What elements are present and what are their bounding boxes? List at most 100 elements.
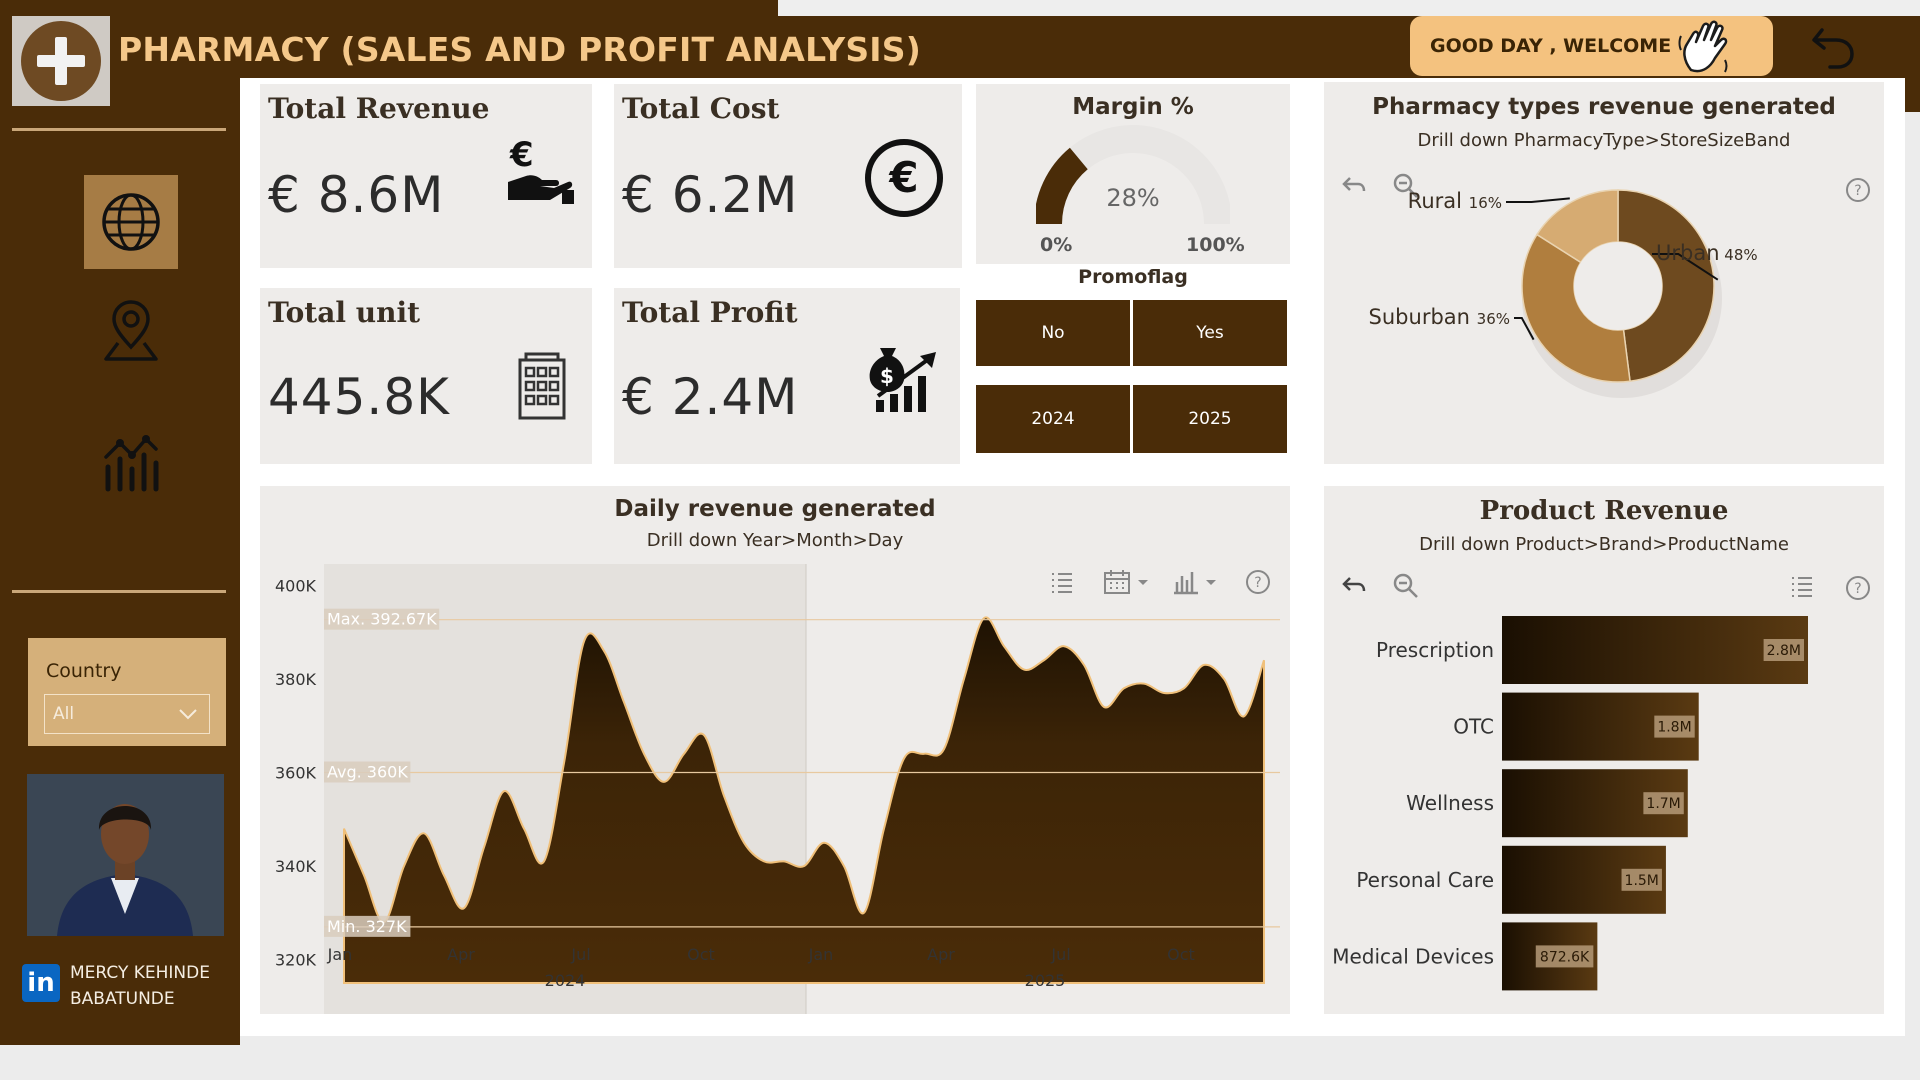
calendar-hierarchy-icon[interactable] xyxy=(1102,568,1154,596)
y-tick-label: 380K xyxy=(275,670,317,689)
welcome-text: GOOD DAY , WELCOME xyxy=(1430,35,1672,57)
bar-value-bg xyxy=(1535,945,1594,968)
chevron-down-icon xyxy=(179,709,197,720)
daily-revenue-area-chart: 400K 380K 360K 340K 320K Max. 392.67K Avg. 36… xyxy=(275,564,1280,1014)
country-value: All xyxy=(53,704,75,724)
bar-value-bg xyxy=(1643,792,1684,815)
svg-text:€: € xyxy=(888,153,918,202)
x-tick-label: Jul xyxy=(570,945,590,964)
building-icon xyxy=(518,352,566,420)
country-dropdown[interactable]: All xyxy=(44,694,210,734)
bar-value-label: 1.7M xyxy=(1646,796,1680,812)
x-year-label: 2024 xyxy=(545,971,586,990)
kpi-value: € 6.2M xyxy=(622,166,799,224)
bar-category-label: Wellness xyxy=(1406,791,1494,815)
bar-category-label: OTC xyxy=(1453,715,1494,739)
y-tick-label: 340K xyxy=(275,857,317,876)
author-first: MERCY KEHINDE xyxy=(70,963,210,983)
help-icon[interactable]: ? xyxy=(1844,574,1872,602)
chart-title: Daily revenue generated xyxy=(614,496,936,522)
page-title: PHARMACY (SALES AND PROFIT ANALYSIS) xyxy=(118,30,922,69)
svg-text:?: ? xyxy=(1854,183,1861,199)
svg-text:€: € xyxy=(509,135,534,175)
drill-up-icon[interactable] xyxy=(1340,172,1368,200)
bar-category-label: Personal Care xyxy=(1356,868,1494,892)
medical-cross-icon xyxy=(21,21,101,101)
nav-location[interactable] xyxy=(84,285,178,379)
kpi-total-profit: Total Profit € 2.4M $ xyxy=(614,288,960,464)
header-strip xyxy=(778,0,1920,16)
sidebar-divider xyxy=(12,590,226,593)
back-button[interactable] xyxy=(1808,22,1858,72)
nav-analytics[interactable] xyxy=(84,415,178,509)
donut-leader-line xyxy=(1652,253,1719,281)
x-tick-label: Apr xyxy=(447,945,475,964)
y-tick-label: 320K xyxy=(275,951,317,970)
drill-up-icon[interactable] xyxy=(1340,572,1368,600)
kpi-total-unit: Total unit 445.8K xyxy=(260,288,592,464)
kpi-value: € 2.4M xyxy=(622,368,799,426)
bar xyxy=(1502,616,1808,684)
margin-gauge-card: Margin % 28% 0% 100% xyxy=(976,84,1290,264)
pharmacy-logo xyxy=(12,16,110,106)
x-tick-label: Oct xyxy=(687,945,715,964)
donut-leader-line xyxy=(1514,317,1535,341)
nav-globe[interactable] xyxy=(84,175,178,269)
zoom-out-icon[interactable] xyxy=(1392,572,1420,600)
svg-text:$: $ xyxy=(880,364,894,388)
zoom-out-icon[interactable] xyxy=(1392,172,1420,200)
donut-leader-line xyxy=(1506,197,1570,203)
donut-label-urban: Urban 48% xyxy=(1656,241,1758,265)
bar-category-label: Prescription xyxy=(1376,638,1494,662)
svg-text:?: ? xyxy=(1254,575,1261,591)
year-2025-button[interactable]: 2025 xyxy=(1133,385,1287,453)
promoflag-yes-button[interactable]: Yes xyxy=(1133,300,1287,366)
linkedin-icon[interactable]: in xyxy=(22,964,60,1002)
x-tick-label: Oct xyxy=(1167,945,1195,964)
reference-label-bg xyxy=(324,915,411,937)
product-revenue-bar-chart: Prescription 2.8M OTC 1.8M Wellness 1.7M Perso… xyxy=(1332,616,1808,991)
sidebar-divider xyxy=(12,128,226,131)
bar-value-label: 1.8M xyxy=(1657,720,1691,736)
x-tick-label: Jul xyxy=(1050,945,1070,964)
bar-value-label: 2.8M xyxy=(1767,643,1801,659)
x-year-label: 2025 xyxy=(1025,971,1066,990)
promoflag-no-button[interactable]: No xyxy=(976,300,1130,366)
chart-subtitle: Drill down PharmacyType>StoreSizeBand xyxy=(1417,130,1791,151)
kpi-title: Total Cost xyxy=(622,92,780,125)
chart-type-icon[interactable] xyxy=(1170,568,1222,596)
list-icon[interactable] xyxy=(1788,572,1816,600)
welcome-banner: GOOD DAY , WELCOME xyxy=(1410,16,1773,76)
x-tick-label: Apr xyxy=(927,945,955,964)
product-revenue-card: Product Revenue Drill down Product>Brand… xyxy=(1324,486,1884,1014)
reference-label-bg xyxy=(324,761,411,783)
gauge-min: 0% xyxy=(1040,234,1073,256)
promoflag-title: Promoflag xyxy=(1078,266,1188,288)
waving-hand-icon xyxy=(1678,20,1728,73)
bar-value-label: 872.6K xyxy=(1540,949,1590,965)
kpi-total-cost: Total Cost € 6.2M € xyxy=(614,84,962,268)
gauge-value: 28% xyxy=(1106,184,1159,212)
help-icon[interactable]: ? xyxy=(1244,568,1272,596)
help-icon[interactable]: ? xyxy=(1844,176,1872,204)
year-2024-button[interactable]: 2024 xyxy=(976,385,1130,453)
author-name: MERCY KEHINDE BABATUNDE xyxy=(70,960,210,1012)
gauge-max: 100% xyxy=(1186,234,1245,256)
globe-icon xyxy=(102,193,160,251)
daily-revenue-card: Daily revenue generated Drill down Year>… xyxy=(260,486,1290,1014)
reference-label: Avg. 360K xyxy=(327,763,408,782)
sidebar: Country All in MERCY KEHINDE BABATUNDE xyxy=(0,112,240,1045)
pharmacy-types-card: Pharmacy types revenue generated Drill d… xyxy=(1324,82,1884,464)
kpi-title: Total Revenue xyxy=(268,92,490,125)
donut-label-rural: Rural 16% xyxy=(1408,189,1502,213)
margin-title: Margin % xyxy=(1072,94,1194,120)
bar-category-label: Medical Devices xyxy=(1332,944,1494,968)
bar-value-bg xyxy=(1621,868,1662,891)
y-tick-label: 400K xyxy=(275,576,317,595)
euro-coin-icon: € xyxy=(865,139,943,217)
reference-label: Min. 327K xyxy=(327,917,407,936)
bar-value-bg xyxy=(1654,715,1695,738)
list-icon[interactable] xyxy=(1048,568,1076,596)
x-tick-label: Jan xyxy=(327,945,353,964)
country-label: Country xyxy=(46,660,122,682)
